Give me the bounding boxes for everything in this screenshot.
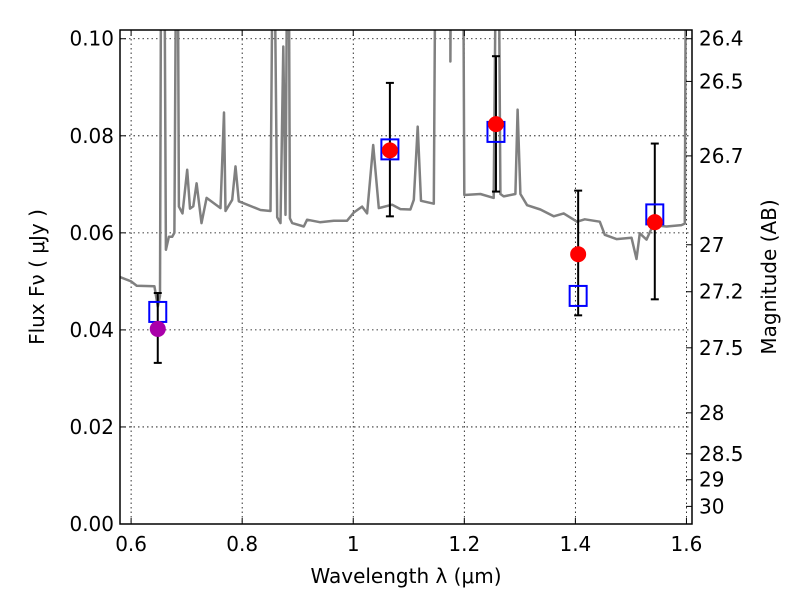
- y2-tick-label: 28.5: [699, 442, 744, 466]
- y2-tick-label: 30: [699, 494, 724, 518]
- y2-tick-label: 28: [699, 401, 724, 425]
- flux-marker: [487, 116, 504, 133]
- axis-ticks: 0.6 0.8 1 1.2 1.4 1.6 0.00 0.02 0.04 0.06 0.08 0.10…: [69, 27, 743, 556]
- photometry-point: [380, 81, 400, 218]
- flux-marker: [570, 246, 587, 263]
- photometry-point: [645, 142, 665, 301]
- y2-tick-label: 26.7: [699, 144, 744, 168]
- y-tick-label: 0.02: [69, 415, 114, 439]
- x-tick-label: 0.8: [226, 532, 258, 556]
- y2-tick-label: 26.5: [699, 69, 744, 93]
- spectrum-line: [120, 30, 687, 308]
- flux-marker: [149, 320, 166, 337]
- photometry-point: [148, 292, 168, 364]
- x-tick-label: 1.4: [559, 532, 591, 556]
- model-square-marker: [380, 138, 400, 161]
- y-tick-label: 0.06: [69, 221, 114, 245]
- y-tick-label: 0.10: [69, 27, 114, 51]
- y-tick-label: 0.08: [69, 124, 114, 148]
- flux-marker: [646, 214, 663, 231]
- x-tick-label: 1: [347, 532, 360, 556]
- x-tick-label: 0.6: [115, 532, 147, 556]
- spectrum: [120, 30, 687, 308]
- model-square-marker: [568, 284, 588, 307]
- plot-frame: [119, 29, 693, 525]
- y-axis-label: Flux Fν ( μJy ): [25, 209, 49, 345]
- y-tick-label: 0.00: [69, 512, 114, 536]
- photometry-point: [486, 55, 506, 193]
- y2-tick-label: 27.2: [699, 280, 744, 304]
- flux-marker: [381, 142, 398, 159]
- grid: [120, 30, 692, 525]
- y-tick-label: 0.04: [69, 318, 114, 342]
- photometry-points: [148, 55, 665, 364]
- y2-tick-label: 26.4: [699, 27, 744, 51]
- photometry-point: [568, 189, 588, 317]
- y2-tick-label: 29: [699, 468, 724, 492]
- x-axis-label: Wavelength λ (μm): [310, 564, 501, 588]
- x-tick-label: 1.2: [448, 532, 480, 556]
- y2-tick-label: 27: [699, 233, 724, 257]
- x-tick-label: 1.6: [671, 532, 703, 556]
- y2-axis-label: Magnitude (AB): [757, 199, 781, 354]
- y2-tick-label: 27.5: [699, 336, 744, 360]
